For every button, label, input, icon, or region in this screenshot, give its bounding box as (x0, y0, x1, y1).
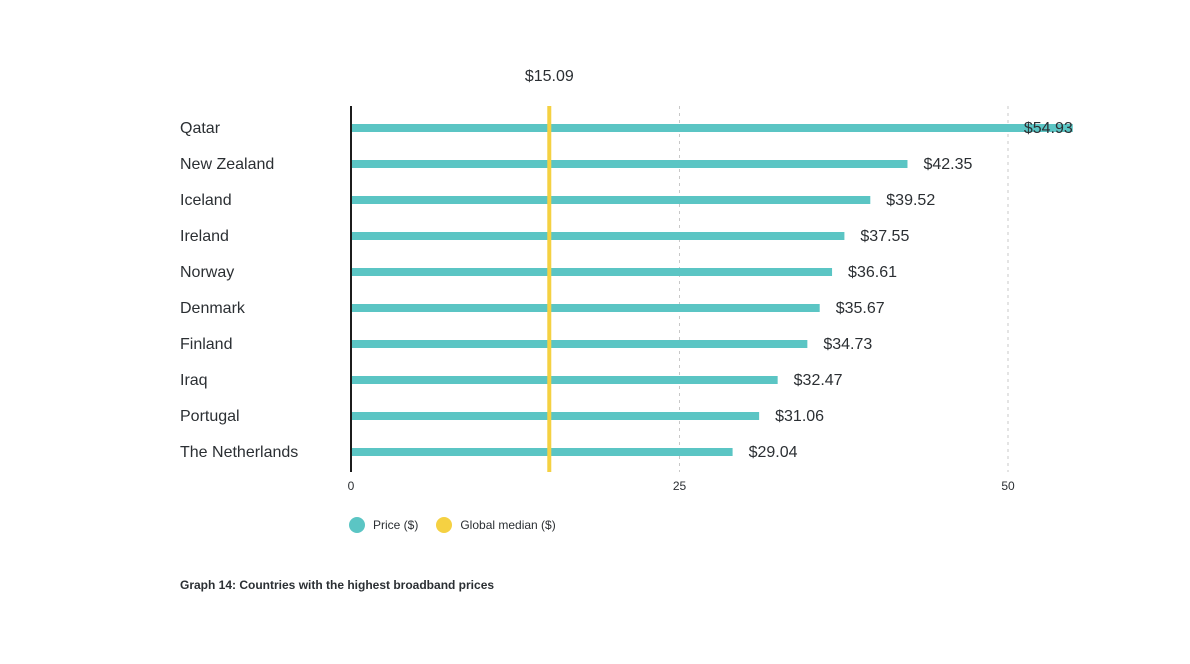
x-tick-label: 50 (1001, 479, 1015, 493)
bar (351, 232, 845, 240)
x-tick-label: 0 (348, 479, 355, 493)
data-label: $31.06 (775, 408, 824, 425)
category-label: Iraq (180, 372, 208, 389)
legend-item-median: Global median ($) (436, 517, 556, 533)
category-label: Ireland (180, 228, 229, 245)
legend-swatch-price (349, 517, 365, 533)
category-label: New Zealand (180, 156, 274, 173)
data-label: $29.04 (749, 444, 798, 461)
chart-caption: Graph 14: Countries with the highest bro… (180, 578, 495, 592)
category-label: Finland (180, 336, 232, 353)
category-label: Qatar (180, 120, 221, 137)
bar (351, 412, 760, 420)
data-label: $42.35 (923, 156, 972, 173)
legend-label-price: Price ($) (373, 518, 419, 532)
category-label: The Netherlands (180, 444, 298, 461)
bar (351, 304, 820, 312)
bar (351, 196, 871, 204)
bar (351, 376, 778, 384)
data-label: $54.93 (1024, 120, 1073, 137)
data-label: $34.73 (823, 336, 872, 353)
category-label: Denmark (180, 300, 246, 317)
bar (351, 448, 733, 456)
category-label: Portugal (180, 408, 240, 425)
bar (351, 268, 833, 276)
bar (351, 160, 908, 168)
x-tick-label: 25 (673, 479, 687, 493)
median-value-label: $15.09 (525, 68, 574, 85)
data-label: $36.61 (848, 264, 897, 281)
category-label: Norway (180, 264, 234, 281)
data-label: $32.47 (794, 372, 843, 389)
data-label: $37.55 (860, 228, 909, 245)
data-label: $35.67 (836, 300, 885, 317)
legend-swatch-median (436, 517, 453, 533)
bar (351, 124, 1073, 132)
legend-label-median: Global median ($) (460, 518, 556, 532)
chart-legend: Price ($) Global median ($) (349, 517, 574, 533)
legend-item-price: Price ($) (349, 517, 418, 533)
category-label: Iceland (180, 192, 232, 209)
data-label: $39.52 (886, 192, 935, 209)
bar (351, 340, 808, 348)
